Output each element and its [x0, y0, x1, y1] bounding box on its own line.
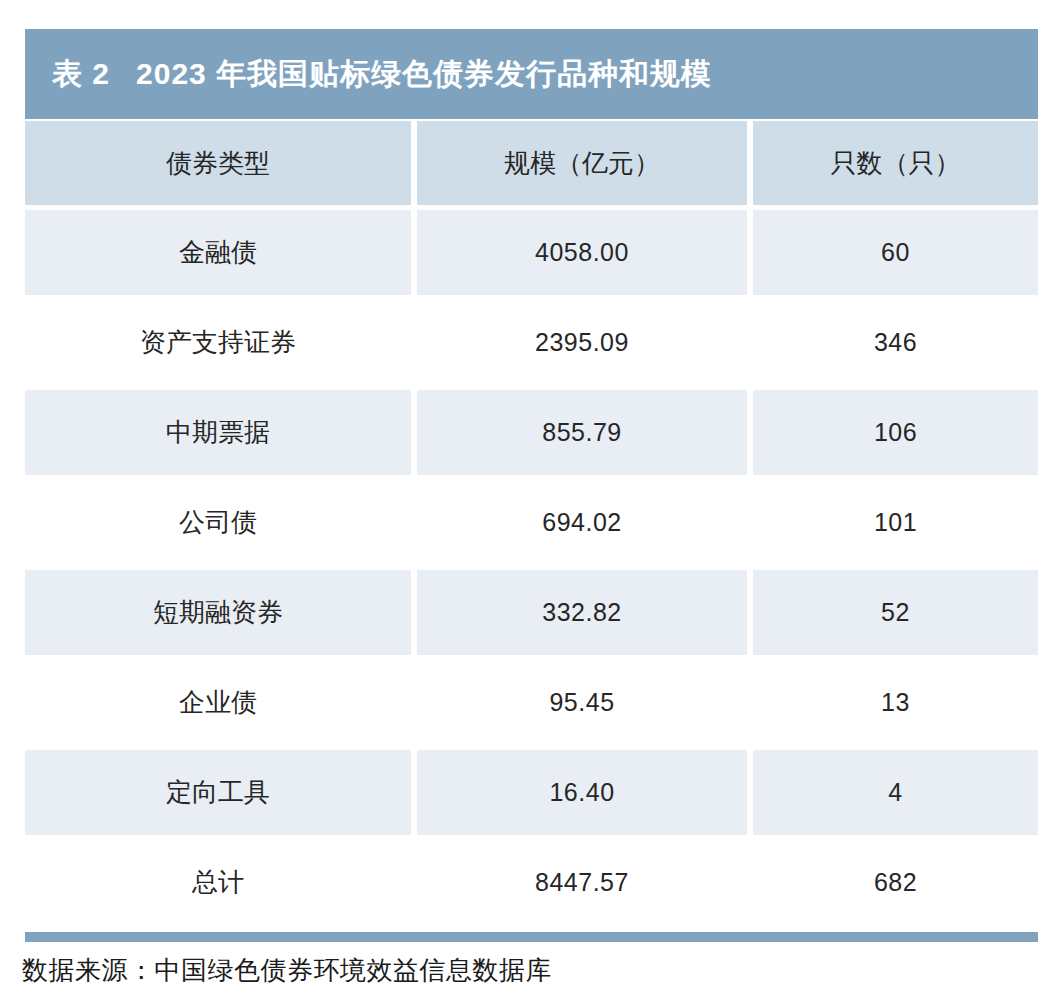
cell-scale: 95.45	[417, 660, 747, 745]
cell-bond-type: 公司债	[25, 480, 411, 565]
cell-count: 60	[753, 210, 1038, 295]
cell-count: 101	[753, 480, 1038, 565]
table-bottom-rule	[25, 932, 1038, 942]
cell-bond-type: 资产支持证券	[25, 300, 411, 385]
cell-bond-type: 总计	[25, 840, 411, 925]
cell-bond-type: 金融债	[25, 210, 411, 295]
green-bond-table: 表 2 2023 年我国贴标绿色债券发行品种和规模 债券类型 规模（亿元） 只数…	[25, 29, 1038, 942]
cell-scale: 8447.57	[417, 840, 747, 925]
table-number: 表 2	[52, 54, 110, 95]
table-grid: 债券类型 规模（亿元） 只数（只） 金融债 4058.00 60 资产支持证券 …	[25, 121, 1038, 925]
page: 表 2 2023 年我国贴标绿色债券发行品种和规模 债券类型 规模（亿元） 只数…	[0, 0, 1058, 1003]
cell-bond-type: 短期融资券	[25, 570, 411, 655]
cell-count: 4	[753, 750, 1038, 835]
cell-scale: 855.79	[417, 390, 747, 475]
cell-scale: 4058.00	[417, 210, 747, 295]
cell-count: 346	[753, 300, 1038, 385]
cell-count: 13	[753, 660, 1038, 745]
cell-count: 52	[753, 570, 1038, 655]
header-cell-count: 只数（只）	[753, 121, 1038, 205]
cell-scale: 332.82	[417, 570, 747, 655]
table-title-bar: 表 2 2023 年我国贴标绿色债券发行品种和规模	[25, 29, 1038, 119]
data-source-note: 数据来源：中国绿色债券环境效益信息数据库	[22, 953, 552, 988]
header-cell-bond-type: 债券类型	[25, 121, 411, 205]
cell-scale: 694.02	[417, 480, 747, 565]
cell-bond-type: 企业债	[25, 660, 411, 745]
cell-scale: 16.40	[417, 750, 747, 835]
cell-scale: 2395.09	[417, 300, 747, 385]
cell-bond-type: 中期票据	[25, 390, 411, 475]
cell-count: 106	[753, 390, 1038, 475]
header-cell-scale: 规模（亿元）	[417, 121, 747, 205]
table-title: 2023 年我国贴标绿色债券发行品种和规模	[136, 54, 712, 95]
cell-count: 682	[753, 840, 1038, 925]
cell-bond-type: 定向工具	[25, 750, 411, 835]
